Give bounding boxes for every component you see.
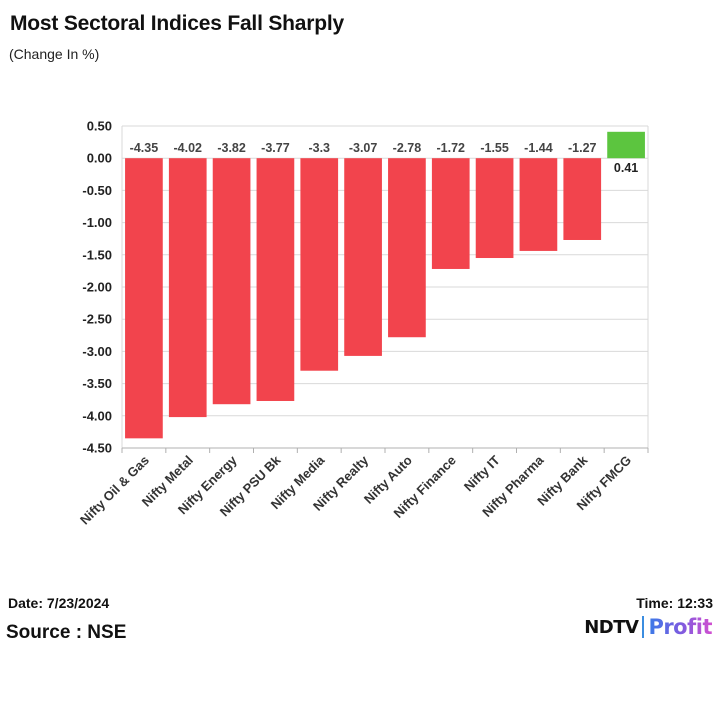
footer-date: Date: 7/23/2024 [8, 595, 110, 611]
footer-time: Time: 12:33 [636, 595, 713, 611]
ndtv-profit-logo: NDTV Profit [584, 614, 712, 640]
logo-product: Profit [648, 615, 712, 639]
data-label: -1.44 [524, 141, 553, 155]
y-tick-label: -1.50 [82, 247, 112, 262]
data-label: -1.55 [480, 141, 509, 155]
bar [519, 158, 558, 251]
bar [431, 158, 470, 269]
logo-brand: NDTV [584, 616, 639, 638]
y-tick-label: -4.00 [82, 408, 112, 423]
data-label: -3.07 [349, 141, 378, 155]
logo-divider [642, 616, 645, 638]
data-label: -4.35 [130, 141, 159, 155]
y-tick-label: -3.50 [82, 376, 112, 391]
y-tick-label: -2.00 [82, 280, 112, 295]
data-label: -1.27 [568, 141, 597, 155]
bar [125, 158, 163, 439]
bar [475, 158, 514, 259]
bar-chart: 0.50 0.00 -0.50 -1.00 -1.50 -2.00 -2.50 -3.00 -3… [77, 119, 649, 528]
x-tick-label: Nifty IT [461, 452, 503, 494]
y-tick-label: -0.50 [82, 183, 112, 198]
y-tick-label: -4.50 [82, 441, 112, 456]
data-label: 0.41 [614, 161, 638, 175]
footer-source: Source : NSE [6, 622, 127, 643]
y-tick-label: -1.00 [82, 215, 112, 230]
bar [168, 158, 207, 418]
data-label: -3.82 [217, 141, 246, 155]
data-label: -2.78 [393, 141, 422, 155]
y-tick-label: -2.50 [82, 312, 112, 327]
data-label: -1.72 [437, 141, 466, 155]
bar [212, 158, 251, 405]
bar [344, 158, 382, 356]
bar [607, 131, 645, 159]
y-tick-label: -3.00 [82, 344, 112, 359]
data-label: -3.77 [261, 141, 290, 155]
chart-subtitle: (Change In %) [9, 46, 100, 62]
data-label: -4.02 [174, 141, 203, 155]
y-tick-label: 0.50 [87, 119, 112, 134]
bar [300, 158, 339, 371]
data-label: -3.3 [308, 141, 330, 155]
bar [388, 158, 426, 338]
y-tick-label: 0.00 [87, 151, 112, 166]
chart-title: Most Sectoral Indices Fall Sharply [10, 12, 344, 35]
x-tick-label: Nifty Oil & Gas [77, 453, 152, 528]
bar [563, 158, 602, 240]
bar [256, 158, 295, 401]
